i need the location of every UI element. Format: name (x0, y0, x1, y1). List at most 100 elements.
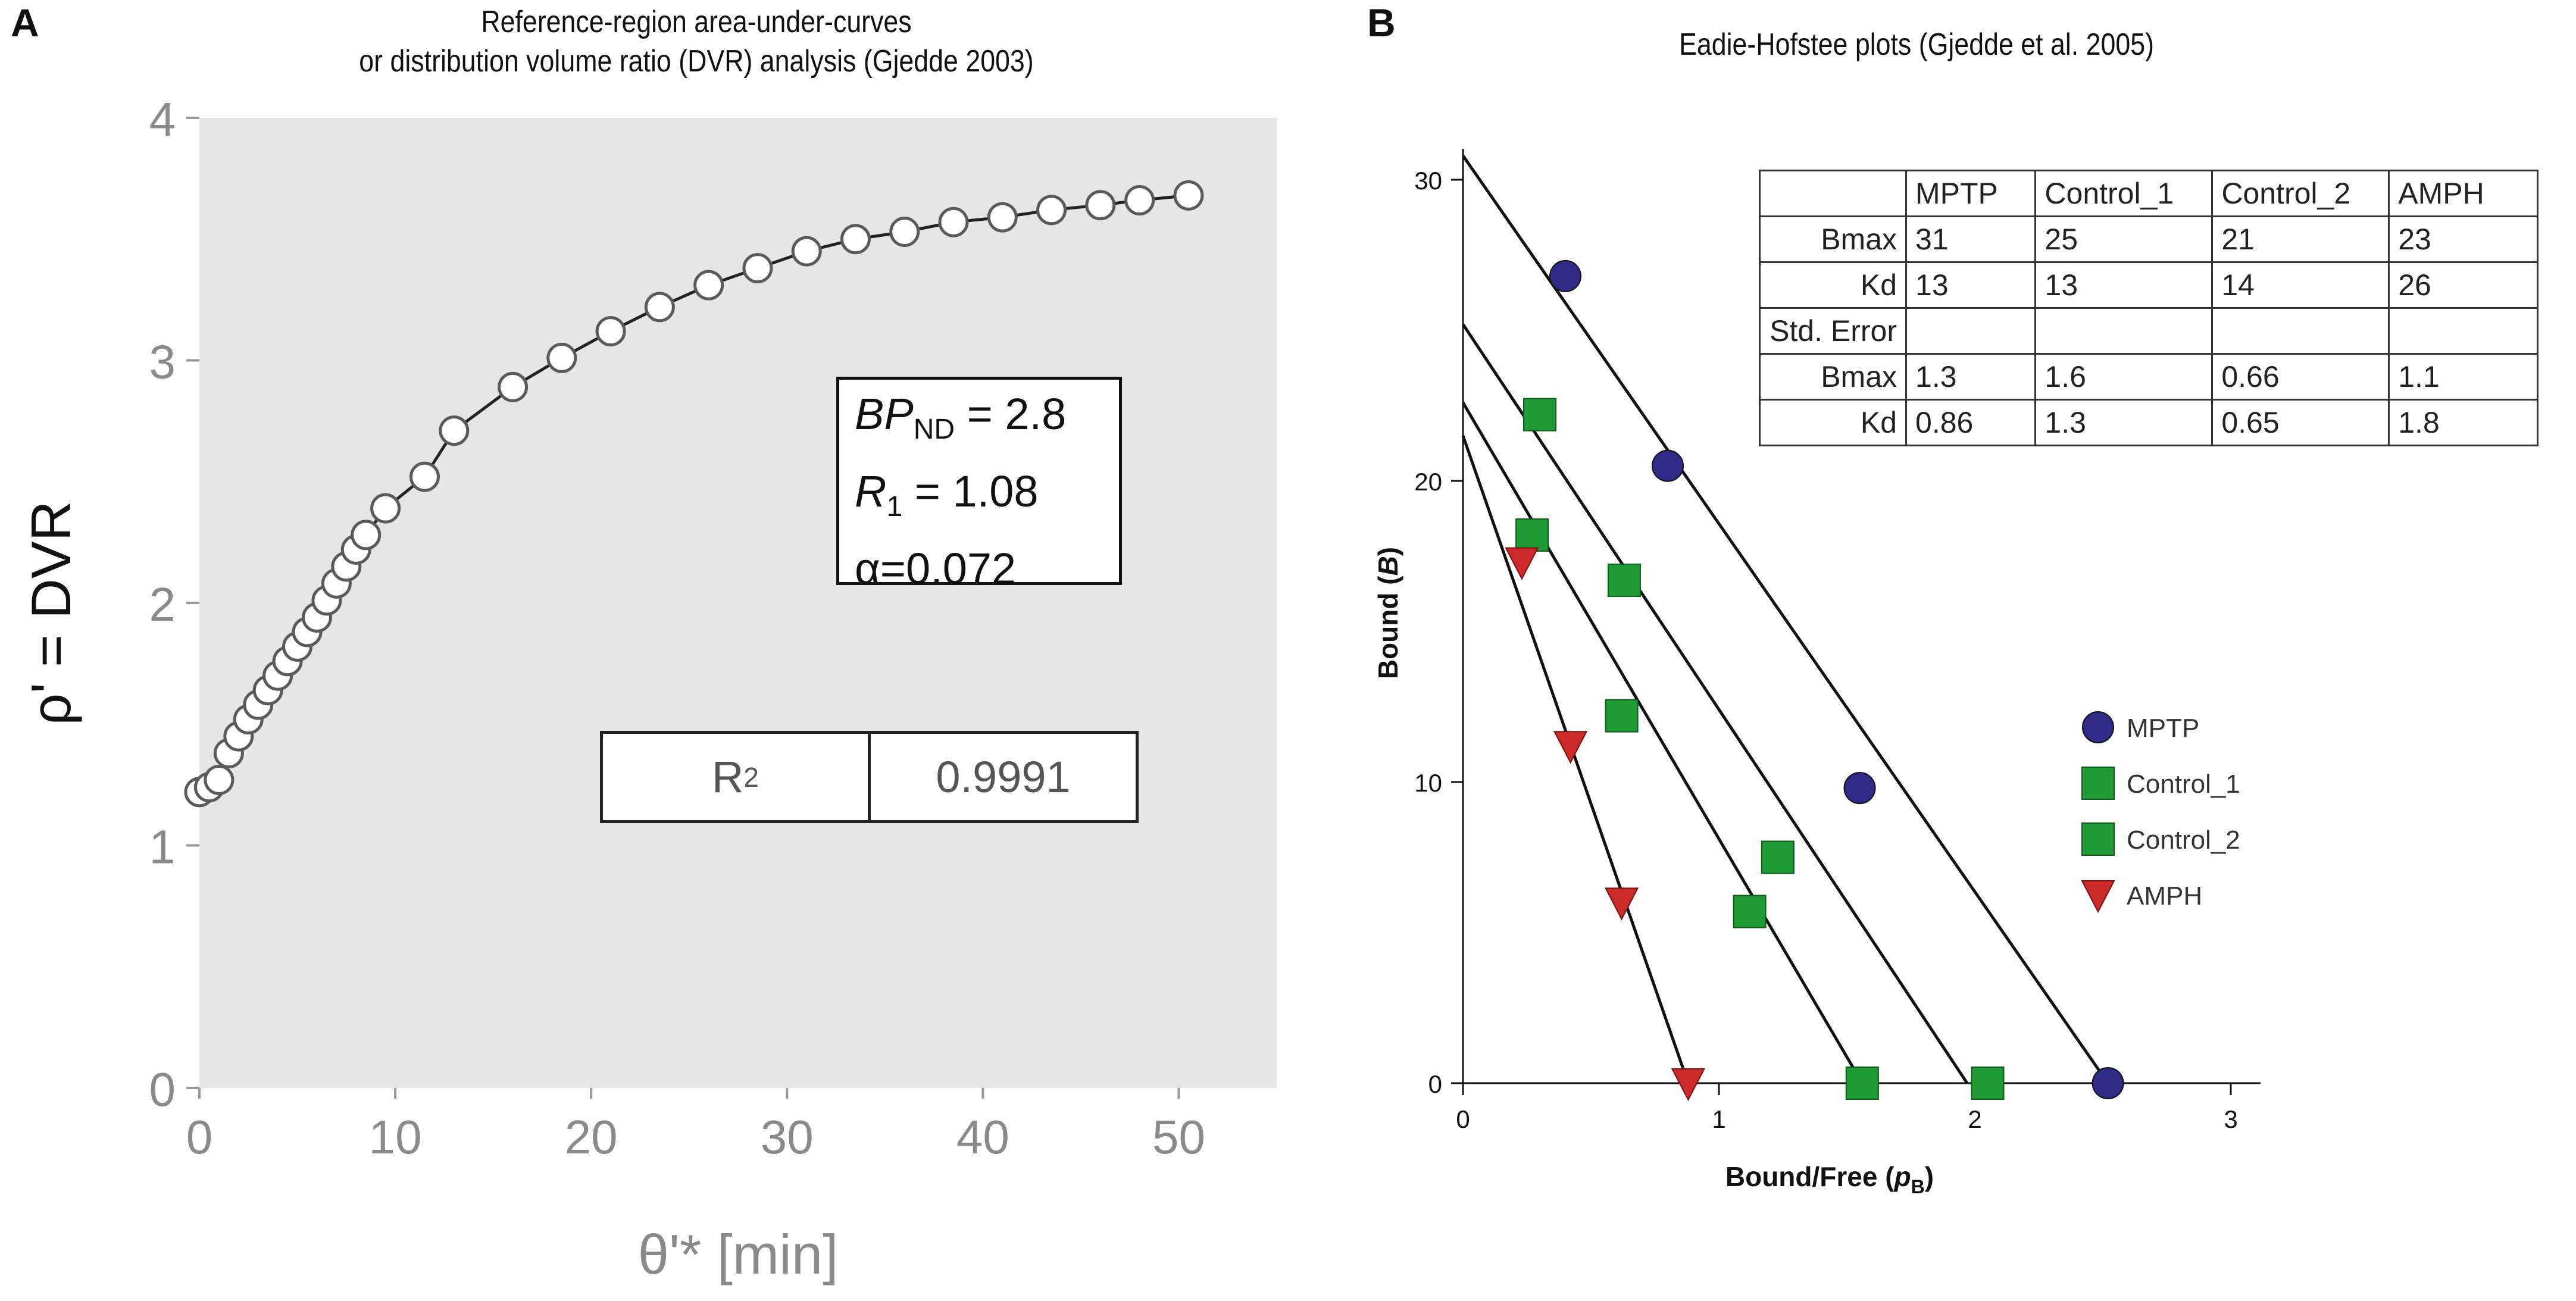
legend-amph-marker (2081, 880, 2115, 914)
panel-a-y-tick-label: 4 (149, 93, 176, 146)
dvr-data-point (791, 236, 822, 267)
dvr-data-point (742, 253, 773, 284)
control-1-fit-line (1461, 323, 1969, 1084)
parameter-table: MPTP Control_1 Control_2 AMPH Bmax 31 25 21 23 Kd… (1758, 170, 2539, 446)
table-row: Std. Error (1758, 307, 2539, 355)
panel-b-y-tick-label: 0 (1428, 1070, 1442, 1098)
panel-a-x-tick-label: 20 (565, 1111, 618, 1164)
panel-b-x-tick-label: 1 (1712, 1105, 1725, 1133)
table-cell: 23 (2388, 215, 2539, 263)
table-cell: 21 (2211, 215, 2390, 263)
legend-mptp-marker (2082, 711, 2114, 743)
amph-fit-line (1461, 435, 1690, 1084)
table-cell: 1.3 (2034, 399, 2214, 446)
dvr-data-point (1173, 180, 1204, 211)
control-1-data-point (1733, 895, 1767, 928)
table-cell: MPTP (1905, 170, 2037, 217)
panel-a-y-tick-label: 2 (149, 578, 176, 631)
table-row: Kd 13 13 14 26 (1758, 261, 2539, 309)
legend-control-1-label: Control_1 (2127, 770, 2240, 799)
amph-data-point (1671, 1068, 1706, 1102)
dvr-data-point (987, 202, 1018, 233)
table-cell: 0.86 (1905, 399, 2037, 446)
table-row-header: Kd (1758, 399, 1908, 446)
table-cell: Control_1 (2034, 170, 2214, 217)
panel-b-x-tick-label: 3 (2224, 1105, 2237, 1133)
table-cell (2211, 307, 2390, 355)
table-cell: 26 (2388, 261, 2539, 309)
dvr-data-point (840, 224, 871, 255)
r-squared-value: 0.9991 (868, 734, 1136, 820)
table-cell (2388, 307, 2539, 355)
dvr-data-point (370, 493, 401, 524)
table-cell: 13 (1905, 261, 2037, 309)
panel-b-title: Eadie-Hofstee plots (Gjedde et al. 2005) (1679, 27, 2154, 62)
table-cell: 14 (2211, 261, 2390, 309)
panel-a-title: Reference-region area-under-curves or di… (251, 2, 1142, 81)
dvr-data-point (204, 764, 235, 795)
control-2-data-point (1761, 840, 1795, 874)
control-1-data-point (1971, 1067, 2005, 1100)
dvr-data-point (546, 342, 577, 373)
panel-a-x-tick-label: 0 (186, 1111, 213, 1164)
panel-a-x-axis-label: θ'* [min] (638, 1223, 839, 1286)
table-cell: 1.8 (2388, 399, 2539, 446)
mptp-data-point (2092, 1067, 2124, 1099)
alpha-line: α=0.072 (855, 543, 1017, 593)
dvr-data-point (693, 270, 724, 301)
amph-data-point (1553, 731, 1588, 764)
panel-a-y-axis-label: ρ' = DVR (20, 501, 82, 725)
panel-b-chart: 0 10 20 30 0 1 2 3 Bound (B) Bound/Free (pB) MP… (1373, 149, 2261, 1197)
table-row-header: Bmax (1758, 215, 1908, 263)
panel-b-y-axis-label: Bound (B) (1373, 547, 1403, 679)
mptp-data-point (1843, 772, 1876, 805)
panel-a-x-tick-label: 50 (1152, 1111, 1205, 1164)
panel-a-y-tick-label: 1 (149, 821, 176, 874)
table-cell: 0.66 (2211, 353, 2390, 401)
dvr-data-point (889, 217, 920, 248)
dvr-data-point (439, 415, 470, 446)
dvr-data-point (351, 520, 382, 551)
r1-line: R1 = 1.08 (855, 466, 1039, 523)
table-cell: 1.3 (1905, 353, 2037, 401)
table-cell: 31 (1905, 215, 2037, 263)
panel-a-y-tick-label: 3 (149, 336, 176, 389)
table-cell: 1.1 (2388, 353, 2539, 401)
control-2-data-point (1515, 518, 1549, 552)
control-1-data-point (1607, 563, 1641, 597)
panel-b-y-tick-label: 10 (1414, 769, 1442, 797)
panel-a-title-line1: Reference-region area-under-curves (481, 5, 912, 39)
table-row-header: Std. Error (1758, 307, 1908, 355)
panel-a-x-tick-label: 10 (369, 1111, 422, 1164)
table-cell (1905, 307, 2037, 355)
panel-a-x-tick-label: 40 (956, 1111, 1009, 1164)
panel-b-y-tick-label: 30 (1414, 167, 1442, 195)
table-header-row: MPTP Control_1 Control_2 AMPH (1758, 170, 2539, 217)
panel-a-y-tick-label: 0 (149, 1063, 176, 1116)
legend-control-2-marker (2081, 822, 2115, 856)
panel-b-x-axis-label: Bound/Free (pB) (1725, 1161, 1934, 1197)
panel-a-letter: A (11, 1, 39, 45)
table-cell: 0.65 (2211, 399, 2390, 446)
panel-b-letter: B (1367, 1, 1396, 45)
amph-data-point (1505, 547, 1539, 580)
panel-a-title-line2: or distribution volume ratio (DVR) analy… (359, 44, 1034, 79)
table-row: Bmax 1.3 1.6 0.66 1.1 (1758, 353, 2539, 401)
control-2-data-point (1523, 398, 1556, 431)
table-row: Bmax 31 25 21 23 (1758, 215, 2539, 263)
control-2-fit-line (1461, 402, 1864, 1084)
table-cell: Control_2 (2211, 170, 2390, 217)
table-row-header: Kd (1758, 261, 1908, 309)
table-cell: 25 (2034, 215, 2214, 263)
panel-b-x-tick-label: 0 (1456, 1105, 1470, 1133)
amph-data-point (1604, 887, 1639, 921)
dvr-data-point (1036, 195, 1067, 226)
legend-control-2-label: Control_2 (2127, 825, 2240, 855)
control-2-data-point (1605, 699, 1639, 733)
dvr-data-point (938, 207, 969, 237)
panel-b-x-tick-label: 2 (1968, 1105, 1981, 1133)
bp-nd-line: BPND = 2.8 (855, 389, 1067, 445)
